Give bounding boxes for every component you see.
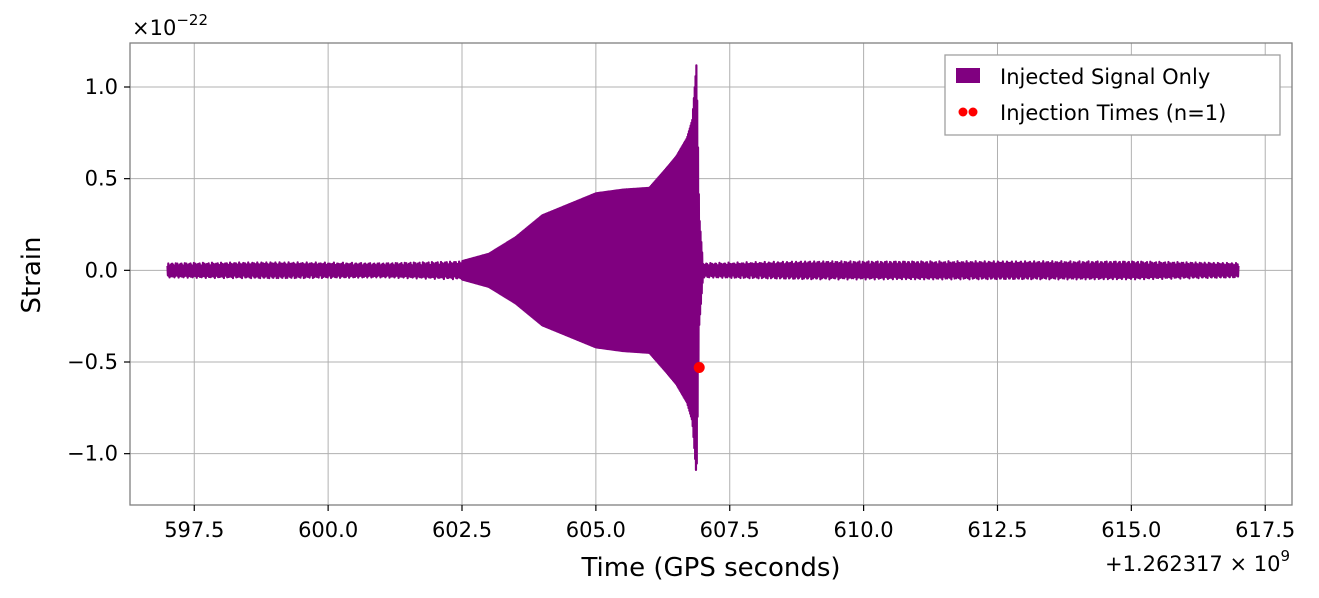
y-scale-base: ×10 [132,16,176,40]
legend: Injected Signal Only Injection Times (n=… [944,54,1281,136]
y-axis-scale-label: ×10−22 [132,11,208,40]
x-tick-label: 600.0 [298,518,358,542]
x-axis-offset-label: +1.262317 × 109 [1105,547,1290,576]
y-tick-label: 0.0 [85,258,118,282]
x-tick-label: 617.5 [1235,518,1295,542]
x-tick-label: 615.0 [1101,518,1161,542]
x-tick-label: 597.5 [164,518,224,542]
x-tick-label: 612.5 [967,518,1027,542]
x-offset-exponent: 9 [1280,547,1290,565]
x-axis-label: Time (GPS seconds) [580,553,840,583]
y-tick-label: −1.0 [67,442,118,466]
plot-area [166,64,1240,471]
legend-swatch-signal [956,68,980,83]
injection-points [693,362,705,373]
y-tick-label: 0.5 [85,167,118,191]
x-tick-label: 605.0 [566,518,626,542]
y-tick-label: −0.5 [67,350,118,374]
injection-point [693,362,705,373]
legend-label-injection: Injection Times (n=1) [1000,101,1226,125]
x-axis-ticks: 597.5 600.0 602.5 605.0 607.5 610.0 612.5 615.0… [164,505,1295,542]
plot-frame [129,42,1293,506]
y-tick-label: 1.0 [85,75,118,99]
y-axis-ticks: −1.0 −0.5 0.0 0.5 1.0 [67,75,130,466]
legend-marker-injection-2 [968,107,978,117]
y-scale-exponent: −22 [176,11,208,29]
y-axis-label: Strain [17,236,47,313]
x-tick-label: 602.5 [432,518,492,542]
x-offset-base: +1.262317 × 10 [1105,552,1280,576]
signal-series-line [166,64,1240,471]
x-tick-label: 610.0 [834,518,894,542]
legend-label-signal: Injected Signal Only [1000,65,1210,89]
x-tick-label: 607.5 [700,518,760,542]
legend-marker-injection-1 [958,107,968,117]
legend-box [944,54,1281,136]
